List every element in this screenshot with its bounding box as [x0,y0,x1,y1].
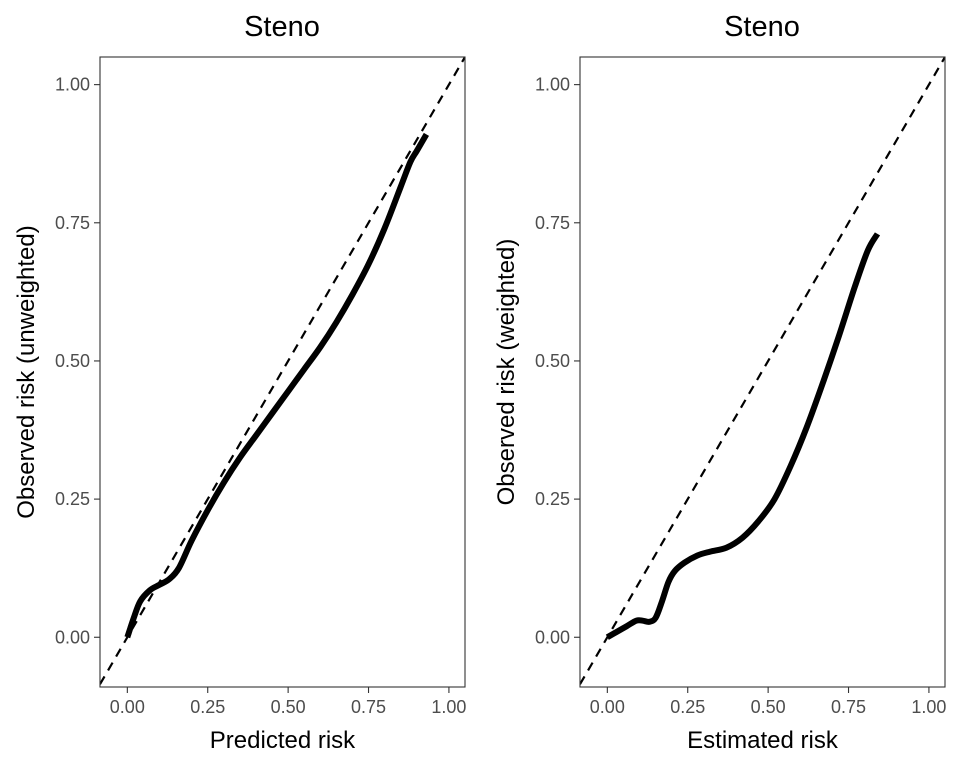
y-tick-label: 0.25 [535,489,570,509]
plot-border [579,56,946,688]
panel-predicted-risk: Steno Predicted risk Observed risk (unwe… [13,11,466,754]
y-tick-label: 0.00 [535,627,570,647]
x-tick-label: 0.25 [190,697,225,717]
x-tick-label: 0.50 [271,697,306,717]
x-tick-label: 1.00 [431,697,466,717]
x-tick-label: 0.25 [670,697,705,717]
panel-estimated-risk: Steno Estimated risk Observed risk (weig… [493,11,946,754]
reference-diagonal-line [580,57,945,685]
y-tick-label: 0.00 [55,627,90,647]
plot-area [100,57,465,685]
y-tick-label: 0.25 [55,489,90,509]
y-tick-label: 0.50 [55,351,90,371]
y-tick-label: 0.75 [535,213,570,233]
y-tick-label: 0.50 [535,351,570,371]
y-tick-label: 1.00 [55,75,90,95]
y-axis-title: Observed risk (unweighted) [13,225,40,518]
calibration-curve [605,232,881,640]
x-tick-label: 1.00 [911,697,946,717]
y-tick-label: 1.00 [535,75,570,95]
reference-diagonal-line [100,57,465,685]
x-axis-title: Predicted risk [210,727,356,754]
x-tick-label: 0.00 [110,697,145,717]
calibration-curve [124,132,430,639]
y-axis-title: Observed risk (weighted) [493,239,520,506]
panel-title: Steno [724,11,800,43]
y-tick-label: 0.75 [55,213,90,233]
x-tick-label: 0.75 [831,697,866,717]
x-tick-label: 0.75 [351,697,386,717]
panel-title: Steno [244,11,320,43]
plot-area [580,57,945,685]
plot-border [99,56,466,688]
x-axis-title: Estimated risk [687,727,839,754]
x-tick-label: 0.00 [590,697,625,717]
x-tick-label: 0.50 [751,697,786,717]
